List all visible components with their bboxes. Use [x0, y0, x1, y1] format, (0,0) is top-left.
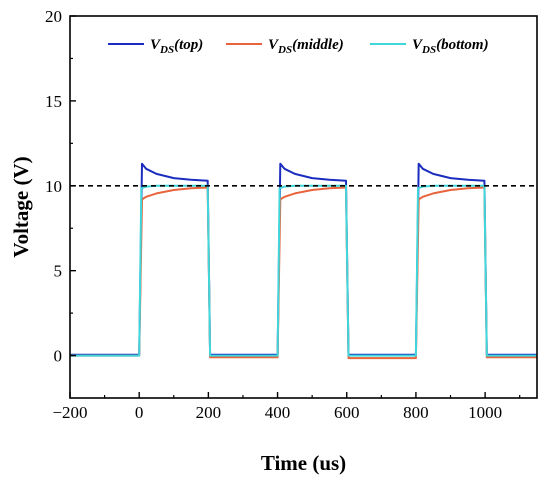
- x-axis-label: Time (us): [261, 451, 346, 475]
- y-tick-label: 0: [54, 347, 63, 366]
- y-axis-label: Voltage (V): [9, 156, 33, 257]
- x-tick-label: 0: [135, 403, 144, 422]
- y-tick-label: 20: [45, 7, 62, 26]
- plot-frame: [69, 15, 538, 399]
- x-tick-label: 1000: [468, 403, 502, 422]
- series-line-0: [70, 162, 537, 356]
- legend: VDS(top) VDS(middle) VDS(bottom): [108, 37, 489, 56]
- y-tick-label: 10: [45, 177, 62, 196]
- x-tick-label: 400: [265, 403, 291, 422]
- y-tick-label: 5: [54, 262, 63, 281]
- series-line-1: [70, 186, 537, 360]
- x-tick-label: 800: [403, 403, 429, 422]
- series-line-2: [70, 184, 537, 357]
- x-tick-label: 600: [334, 403, 360, 422]
- y-tick-label: 15: [45, 92, 62, 111]
- legend-label-2: VDS(bottom): [412, 37, 489, 56]
- ticks-layer: −200 0 200 400 600 800 1000 0 5 10 15 20: [45, 7, 521, 422]
- legend-label-1: VDS(middle): [268, 37, 344, 56]
- series-layer: [70, 162, 537, 360]
- x-tick-label: −200: [52, 403, 87, 422]
- x-tick-label: 200: [196, 403, 222, 422]
- legend-label-0: VDS(top): [150, 37, 203, 56]
